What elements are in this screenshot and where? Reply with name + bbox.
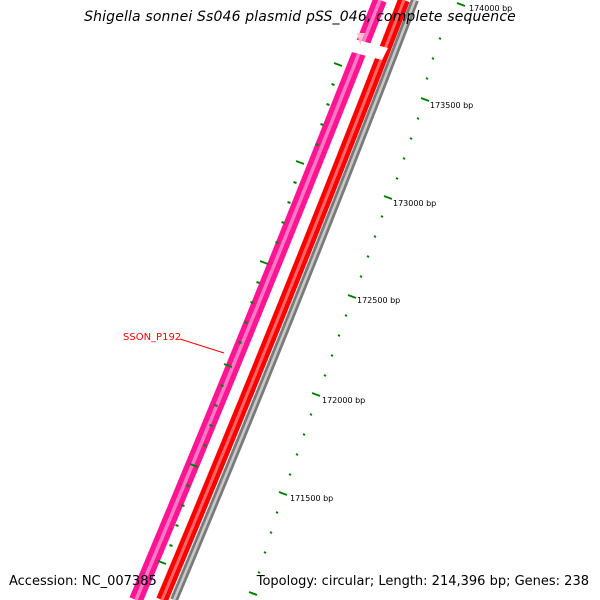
map-title: Shigella sonnei Ss046 plasmid pSS_046, c… [84, 9, 516, 25]
outer-minor-tick [320, 123, 324, 126]
right-minor-tick [380, 215, 384, 218]
outer-major-tick [157, 560, 167, 565]
right-minor-tick [295, 453, 299, 456]
outer-minor-tick [181, 504, 185, 507]
tick-label: 171500 bp [290, 494, 333, 503]
outer-minor-tick [250, 301, 254, 304]
right-major-tick [311, 392, 321, 397]
tick-label: 172500 bp [357, 296, 400, 305]
outer-minor-tick [175, 524, 179, 527]
outer-minor-tick [169, 544, 173, 547]
outer-minor-tick [256, 281, 260, 284]
right-minor-tick [366, 255, 370, 258]
outer-minor-tick [326, 103, 330, 106]
right-minor-tick [438, 37, 442, 40]
outer-major-tick [223, 363, 233, 368]
outer-minor-tick [275, 241, 279, 244]
outer-minor-tick [220, 384, 224, 387]
right-minor-tick [309, 413, 313, 416]
right-minor-tick [402, 157, 406, 160]
track-break [344, 33, 388, 60]
tick-label: 173500 bp [430, 101, 473, 110]
accession-text: Accession: NC_007385 [9, 574, 157, 589]
right-major-tick [278, 491, 288, 496]
right-minor-tick [337, 334, 341, 337]
outer-minor-tick [214, 404, 218, 407]
outer-minor-tick [281, 221, 285, 224]
outer-minor-tick [293, 181, 297, 184]
outer-minor-tick [287, 201, 291, 204]
right-minor-tick [431, 57, 435, 60]
outer-minor-tick [186, 484, 190, 487]
outer-major-tick [189, 463, 199, 468]
tick-label: 172000 bp [322, 396, 365, 405]
right-minor-tick [344, 314, 348, 317]
topology-summary: Topology: circular; Length: 214,396 bp; … [256, 574, 589, 589]
outer-minor-tick [244, 321, 248, 324]
right-minor-tick [302, 433, 306, 436]
right-major-tick [347, 294, 357, 299]
right-minor-tick [257, 571, 261, 574]
outer-major-tick [259, 260, 269, 265]
right-minor-tick [323, 374, 327, 377]
right-major-tick [383, 195, 393, 200]
right-minor-tick [263, 551, 267, 554]
right-minor-tick [416, 117, 420, 120]
outer-minor-tick [331, 83, 335, 86]
right-minor-tick [373, 235, 377, 238]
tick-label: 173000 bp [393, 199, 436, 208]
tick-label: 174000 bp [469, 4, 512, 13]
right-minor-tick [269, 531, 273, 534]
right-minor-tick [288, 473, 292, 476]
right-minor-tick [275, 511, 279, 514]
right-minor-tick [395, 177, 399, 180]
outer-minor-tick [203, 444, 207, 447]
outer-minor-tick [209, 424, 213, 427]
right-major-tick [420, 97, 430, 102]
right-minor-tick [359, 275, 363, 278]
right-minor-tick [330, 354, 334, 357]
gene-label-leader [179, 338, 225, 354]
gene-label-sson-p192[interactable]: SSON_P192 [123, 332, 181, 343]
right-major-tick [456, 2, 466, 7]
coordinate-ticks: 174000 bp 173500 bp 173000 bp 172500 bp 1720… [157, 2, 512, 596]
right-major-tick [248, 591, 258, 596]
right-minor-tick [409, 137, 413, 140]
outer-minor-tick [315, 143, 319, 146]
outer-major-tick [295, 160, 305, 165]
outer-minor-tick [238, 341, 242, 344]
outer-major-tick [333, 62, 343, 67]
right-minor-tick [425, 77, 429, 80]
